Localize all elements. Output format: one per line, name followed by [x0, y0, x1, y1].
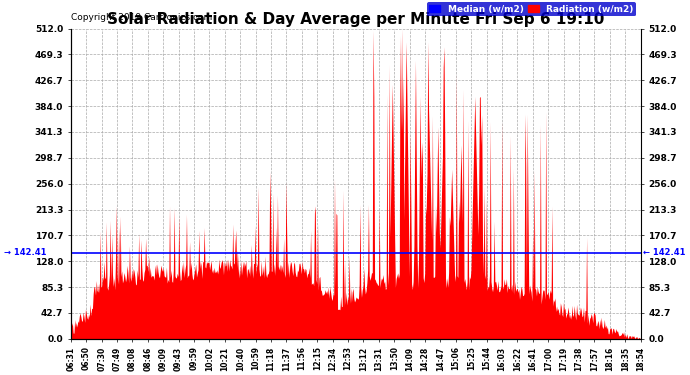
Text: → 142.41: → 142.41: [4, 248, 47, 257]
Text: ← 142.41: ← 142.41: [643, 248, 686, 257]
Text: Copyright 2019 Cartronics.com: Copyright 2019 Cartronics.com: [71, 13, 212, 22]
Title: Solar Radiation & Day Average per Minute Fri Sep 6 19:10: Solar Radiation & Day Average per Minute…: [107, 12, 604, 27]
Legend: Median (w/m2), Radiation (w/m2): Median (w/m2), Radiation (w/m2): [426, 2, 636, 16]
